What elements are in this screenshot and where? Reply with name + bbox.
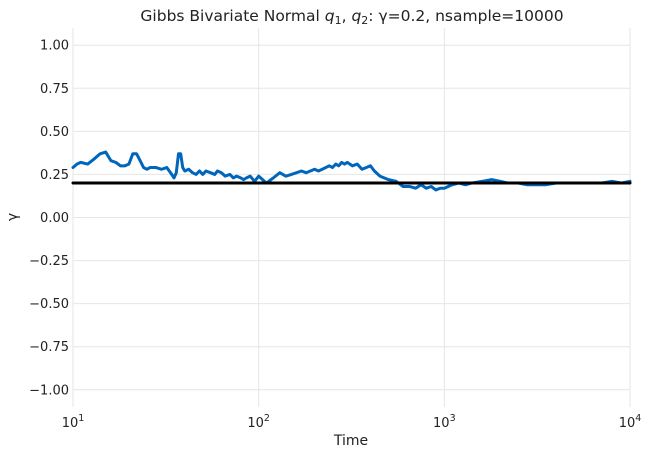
y-axis-label: γ	[5, 213, 21, 221]
y-tick-label-5: −0.25	[29, 254, 69, 269]
y-tick-label-6: −0.50	[29, 297, 69, 312]
x-axis-label: Time	[333, 433, 368, 449]
y-tick-label-0: 1.00	[40, 39, 69, 54]
x-tick-label-0: 101	[62, 413, 85, 431]
x-tick-label-3: 104	[619, 413, 642, 431]
series-layer	[71, 150, 632, 192]
chart-title: Gibbs Bivariate Normal q1, q2: γ=0.2, ns…	[140, 7, 563, 27]
y-axis-ticks: 1.00 0.75 0.50 0.25 0.00 −0.25 −0.50 −0.75 −1.00	[29, 39, 69, 399]
x-axis-ticks: 101 102 103 104	[62, 413, 642, 431]
y-tick-label-8: −1.00	[29, 383, 69, 398]
grid	[72, 28, 631, 407]
x-tick-label-1: 102	[247, 413, 270, 431]
x-tick-label-2: 103	[433, 413, 456, 431]
y-tick-label-2: 0.50	[40, 125, 69, 140]
y-tick-label-1: 0.75	[40, 82, 69, 97]
y-tick-label-4: 0.00	[40, 211, 69, 226]
y-tick-label-7: −0.75	[29, 340, 69, 355]
y-tick-label-3: 0.25	[40, 168, 69, 183]
